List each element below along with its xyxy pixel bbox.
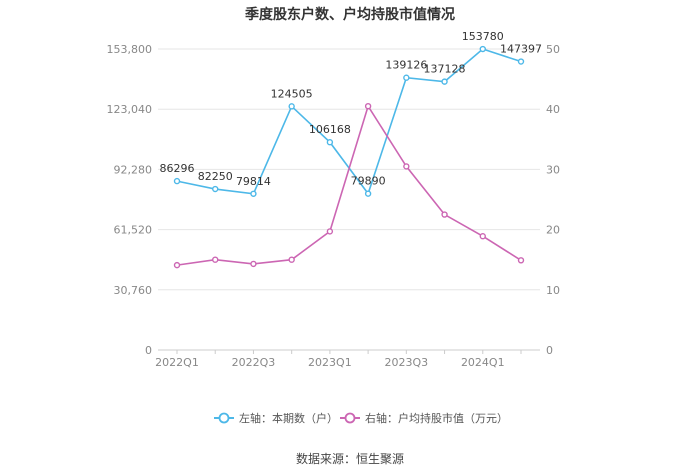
- data-label: 153780: [462, 30, 504, 43]
- left-tick-label: 123,040: [107, 103, 153, 116]
- right-tick-label: 30: [546, 163, 560, 176]
- data-point-1[interactable]: [250, 190, 257, 197]
- data-point-1[interactable]: [364, 190, 372, 197]
- data-point-2[interactable]: [364, 102, 372, 110]
- data-label: 86296: [160, 162, 195, 175]
- x-tick-label: 2024Q1: [461, 356, 505, 369]
- legend-label[interactable]: 右轴：户均持股市值（万元）: [365, 411, 508, 425]
- data-label: 137128: [424, 63, 466, 76]
- chart-title: 季度股东户数、户均持股市值情况: [244, 6, 455, 23]
- x-tick-label: 2023Q1: [308, 356, 352, 369]
- series-points: [173, 45, 525, 269]
- data-point-2[interactable]: [441, 211, 448, 218]
- left-tick-label: 0: [145, 344, 152, 357]
- data-point-2[interactable]: [403, 163, 410, 170]
- right-tick-label: 20: [546, 224, 560, 237]
- data-label: 147397: [500, 43, 542, 56]
- data-label: 106168: [309, 123, 351, 136]
- data-label: 79814: [236, 175, 271, 188]
- x-tick-label: 2022Q1: [155, 356, 199, 369]
- right-tick-label: 50: [546, 43, 560, 56]
- data-label: 124505: [271, 87, 313, 100]
- legend-swatch-marker[interactable]: [344, 412, 356, 424]
- right-tick-label: 0: [546, 344, 553, 357]
- data-label: 139126: [385, 59, 427, 72]
- right-tick-label: 40: [546, 103, 560, 116]
- legend[interactable]: 左轴：本期数（户） 右轴：户均持股市值（万元）: [214, 411, 508, 425]
- data-point-2[interactable]: [173, 261, 181, 269]
- data-label: 79890: [351, 175, 386, 188]
- series-lines: [176, 48, 522, 266]
- data-point-2[interactable]: [288, 256, 295, 263]
- data-point-2[interactable]: [479, 233, 486, 240]
- data-point-1[interactable]: [403, 74, 410, 81]
- data-point-1[interactable]: [441, 78, 448, 85]
- right-tick-label: 10: [546, 284, 560, 297]
- data-point-1[interactable]: [517, 58, 525, 65]
- data-point-2[interactable]: [326, 228, 334, 235]
- data-point-1[interactable]: [288, 103, 295, 110]
- data-label: 82250: [198, 170, 233, 183]
- left-tick-label: 30,760: [114, 284, 153, 297]
- x-tick-label: 2022Q3: [232, 356, 276, 369]
- x-tick-label: 2023Q3: [385, 356, 429, 369]
- data-point-1[interactable]: [479, 45, 486, 53]
- data-point-1[interactable]: [173, 177, 181, 185]
- left-tick-label: 153,800: [107, 43, 153, 56]
- data-point-2[interactable]: [212, 256, 219, 263]
- axes: 0 0 30,760 10 61,520 20 92,280 30 123,040 40 153,8…: [107, 43, 561, 369]
- data-point-1[interactable]: [212, 185, 219, 193]
- legend-label[interactable]: 左轴：本期数（户）: [239, 411, 338, 425]
- data-point-2[interactable]: [250, 260, 257, 268]
- series-line-2: [176, 104, 522, 266]
- data-point-2[interactable]: [517, 257, 525, 264]
- legend-swatch-marker[interactable]: [218, 412, 230, 424]
- source-note: 数据来源：恒生聚源: [296, 451, 404, 466]
- data-point-1[interactable]: [326, 139, 334, 146]
- left-tick-label: 92,280: [114, 163, 153, 176]
- left-tick-label: 61,520: [114, 224, 153, 237]
